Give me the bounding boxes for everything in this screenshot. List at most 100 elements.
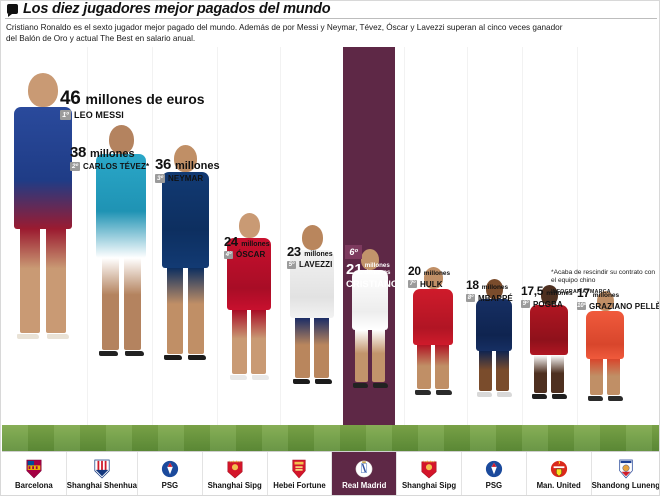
club-cell-psg[interactable]: PSG — [138, 452, 203, 495]
amount-unit: millones de euros — [85, 91, 205, 107]
rank-badge: 4º — [224, 250, 233, 259]
rank-badge: 1º — [60, 110, 71, 120]
amount-value: 36 — [155, 156, 172, 173]
column-separator — [577, 47, 578, 451]
amount-value: 18 — [466, 278, 479, 292]
club-cell-hebei-fortune[interactable]: Hebei Fortune — [268, 452, 333, 495]
column-separator — [404, 47, 405, 451]
standfirst-text: Cristiano Ronaldo es el sexto jugador me… — [6, 23, 563, 43]
player-label-messi: 46 millones de euros 1º LEO MESSI — [60, 89, 205, 120]
psg-crest — [161, 460, 178, 478]
player-name: CRISTIANO — [346, 279, 399, 290]
player-figure-messi — [4, 73, 82, 425]
player-figure-pogba — [526, 285, 572, 425]
rank-badge: 5º — [287, 260, 296, 269]
amount-value: 17 — [577, 286, 590, 300]
club-cell-psg-2[interactable]: PSG — [462, 452, 527, 495]
player-name: POGBA — [533, 299, 563, 309]
footnote: *Acaba de rescindir su contrato con el e… — [551, 269, 659, 297]
player-name: LAVEZZI — [299, 260, 333, 269]
club-name: Real Madrid — [342, 481, 387, 490]
player-label-tevez: 38 millones 2º CARLOS TÉVEZ* — [70, 145, 149, 171]
amount-unit: millones — [241, 241, 270, 248]
player-label-hulk: 20 millones 7º HULK — [408, 265, 450, 289]
amount-value: 20 — [408, 264, 421, 278]
player-name: GRAZIANO PELLÈ — [589, 301, 660, 311]
speech-bubble-icon — [7, 4, 18, 17]
club-cell-real-madrid[interactable]: Real Madrid — [332, 452, 398, 495]
club-cell-man-united[interactable]: Man. United — [527, 452, 592, 495]
infographic-credit: INFOGRAFÍA: MARCA — [551, 289, 611, 296]
header-divider — [5, 18, 657, 19]
player-label-neymar: 36 millones 3º NEYMAR — [155, 157, 220, 183]
column-separator — [522, 47, 523, 451]
amount-unit: millones — [546, 290, 573, 297]
column-separator — [217, 47, 218, 451]
page-title: Los diez jugadores mejor pagados del mun… — [23, 1, 331, 17]
rank-badge: 10º — [577, 302, 586, 310]
rank-badge: 7º — [408, 280, 417, 288]
column-separator — [87, 47, 88, 451]
shanghai-sipg-crest — [421, 460, 437, 479]
club-cell-barcelona[interactable]: Barcelona — [2, 452, 67, 495]
player-name: NEYMAR — [168, 174, 204, 183]
header: Los diez jugadores mejor pagados del mun… — [1, 1, 659, 17]
amount-unit: millones — [481, 284, 509, 291]
player-figure-neymar — [156, 145, 214, 425]
rank-badge: 3º — [155, 174, 165, 183]
amount-value: 38 — [70, 144, 87, 161]
club-cell-shanghai-sipg-1[interactable]: Shanghai Sipg — [203, 452, 268, 495]
psg-crest — [485, 460, 502, 478]
barcelona-crest — [26, 459, 42, 479]
player-figure-oscar — [222, 213, 276, 425]
real-madrid-crest — [355, 460, 373, 478]
player-label-mbappe: 18 millones 8º MBAPPÉ — [466, 279, 513, 303]
player-label-pogba: 17,5 millones 9º POGBA — [521, 285, 573, 309]
player-figure-pelle — [582, 291, 628, 425]
column-separator — [467, 47, 468, 451]
amount-unit: millones — [89, 148, 135, 160]
amount-value: 46 — [60, 88, 81, 109]
player-figure-cristiano — [348, 249, 392, 425]
club-name: Shanghai Sipg — [207, 481, 262, 490]
amount-value: 17,5 — [521, 284, 544, 298]
player-name: ÓSCAR — [236, 250, 266, 259]
club-name: Shandong Luneng — [591, 481, 660, 490]
player-label-oscar: 24 millones 4º ÓSCAR — [224, 235, 270, 259]
hebei-fortune-crest — [292, 459, 307, 479]
amount-value: 24 — [224, 234, 238, 249]
club-cell-shanghai-sipg-2[interactable]: Shanghai Sipg — [397, 452, 462, 495]
player-figure-mbappe — [472, 279, 516, 425]
club-name: Barcelona — [15, 481, 53, 490]
amount-unit: millones — [174, 160, 220, 172]
club-name: PSG — [485, 481, 503, 490]
rank-badge: 8º — [466, 294, 475, 302]
shanghai-sipg-crest — [227, 460, 243, 479]
rank-badge: 2º — [70, 162, 80, 171]
amount-value: 21 — [346, 261, 363, 278]
amount-unit: millones — [592, 292, 620, 299]
pitch-strip — [2, 425, 659, 451]
player-label-cristiano: 6º 21 millones de euros CRISTIANO — [343, 245, 399, 290]
club-cell-shandong-luneng[interactable]: Shandong Luneng — [591, 452, 660, 495]
column-separator — [280, 47, 281, 451]
column-separator — [152, 47, 153, 451]
club-name: PSG — [161, 481, 179, 490]
amount-value: 23 — [287, 244, 301, 259]
club-name: Hebei Fortune — [273, 481, 326, 490]
amount-unit: millones — [423, 270, 451, 277]
shandong-luneng-crest — [619, 459, 633, 479]
club-bar: Barcelona Shanghai Shenhua PSG — [2, 451, 660, 495]
player-label-pelle: 17 millones 10º GRAZIANO PELLÈ — [577, 286, 660, 311]
club-cell-shanghai-shenhua[interactable]: Shanghai Shenhua — [67, 452, 138, 495]
club-name: Man. United — [536, 481, 581, 490]
player-figure-lavezzi — [285, 225, 339, 425]
amount-unit: millones — [304, 251, 333, 258]
players-stage: 46 millones de euros 1º LEO MESSI 38 mil… — [2, 47, 660, 451]
player-name: MBAPPÉ — [478, 293, 513, 303]
footnote-text: *Acaba de rescindir su contrato con el e… — [551, 269, 656, 285]
player-figure-hulk — [408, 267, 458, 425]
club-name: Shanghai Sipg — [401, 481, 457, 490]
amount-unit: millones de euros — [364, 262, 391, 276]
